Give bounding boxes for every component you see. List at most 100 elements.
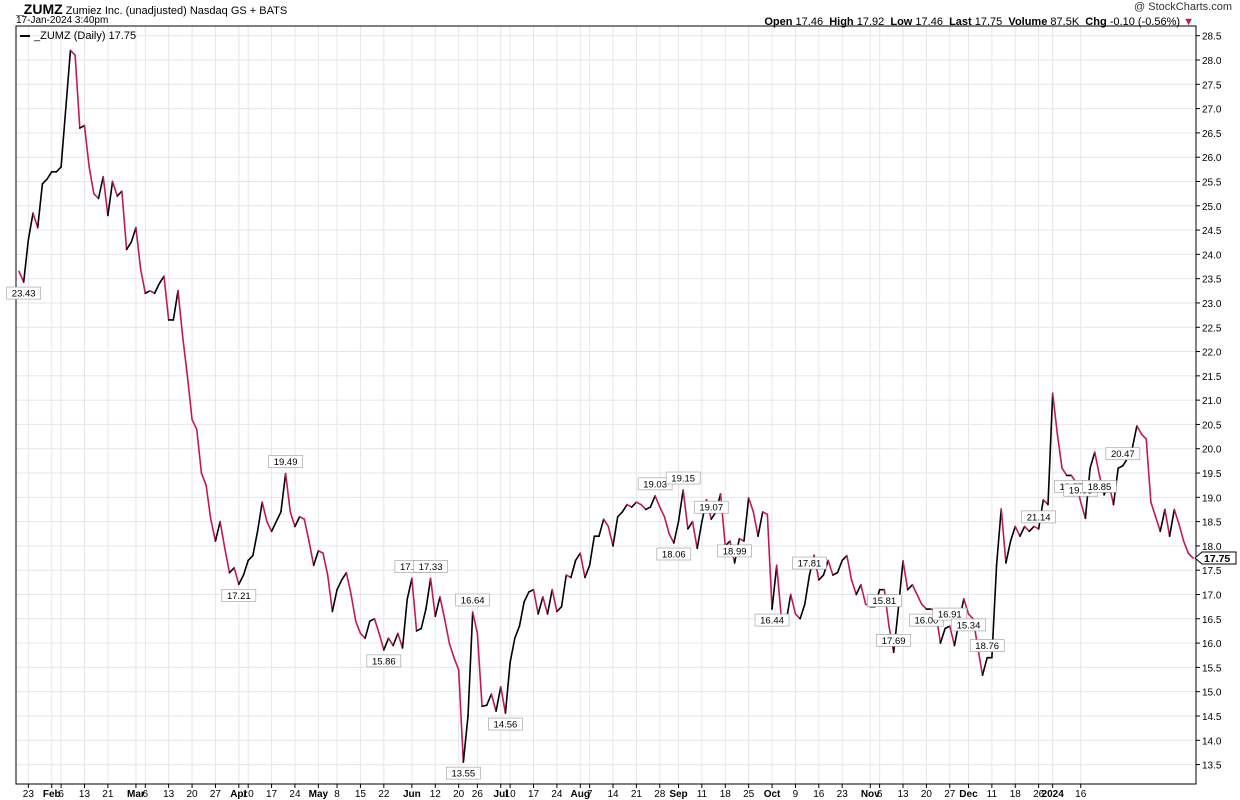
x-tick-label: 26 (472, 789, 484, 800)
price-label-box (866, 594, 902, 607)
price-segment (294, 515, 301, 528)
price-segment (429, 577, 437, 618)
y-tick-label: 15.5 (1202, 663, 1222, 674)
price-segment (948, 625, 956, 647)
datetime-label: 17-Jan-2024 3:40pm (16, 15, 109, 26)
y-tick-label: 14.0 (1202, 736, 1222, 747)
price-label: 18.85 (1088, 482, 1112, 493)
price-label: 19.93 (1069, 486, 1093, 497)
price-segment (584, 564, 591, 579)
high-value: 17.92 (856, 16, 885, 28)
price-segment (537, 596, 544, 615)
x-tick-label: 16 (1075, 789, 1087, 800)
x-tick-label: Feb (43, 789, 61, 800)
price-segment (364, 620, 371, 640)
x-tick-label: 9 (793, 789, 799, 800)
price-segment (383, 637, 390, 651)
price-segment (153, 282, 161, 295)
price-segment (378, 632, 385, 651)
price-segment (1005, 540, 1012, 564)
x-tick-label: 12 (430, 789, 442, 800)
price-segment (476, 632, 483, 708)
price-segment (144, 290, 151, 295)
x-tick-label: Dec (959, 789, 978, 800)
price-segment (696, 520, 703, 550)
price-segment (939, 627, 946, 644)
price-segment (518, 600, 525, 627)
last-value: 17.75 (974, 16, 1003, 28)
price-segment (649, 495, 656, 508)
price-segment (88, 166, 95, 195)
y-tick-label: 28.0 (1202, 56, 1222, 67)
price-label: 18.06 (662, 549, 686, 560)
price-label: 18.76 (975, 641, 999, 652)
price-segment (93, 192, 100, 200)
price-label-box (969, 639, 1005, 652)
y-tick-label: 27.5 (1202, 80, 1222, 91)
price-segment (238, 574, 245, 586)
price-segment (1154, 515, 1162, 533)
price-segment (60, 107, 67, 168)
price-label-box (413, 560, 448, 573)
price-segment (509, 637, 516, 664)
price-segment (457, 669, 465, 763)
price-segment (860, 583, 867, 606)
price-segment (1131, 425, 1138, 450)
price-segment (392, 632, 399, 647)
price-segment (354, 620, 362, 635)
price-segment (1051, 392, 1059, 435)
x-tick-label: Oct (764, 789, 781, 800)
price-segment (420, 608, 427, 630)
y-tick-label: 14.5 (1202, 712, 1222, 723)
open-value: 17.46 (795, 16, 824, 28)
price-segment (920, 603, 928, 610)
x-tick-label: 24 (289, 789, 301, 800)
y-tick-label: 28.5 (1202, 32, 1222, 43)
price-segment (546, 588, 554, 615)
price-segment (551, 588, 558, 613)
price-segment (1019, 525, 1026, 537)
price-segment (373, 617, 380, 635)
price-segment (556, 605, 563, 613)
y-tick-label: 22.5 (1202, 323, 1222, 334)
price-label: 17.33 (419, 562, 443, 573)
price-label: 17.33 (400, 562, 424, 573)
x-tick-label: 18 (1010, 789, 1022, 800)
last-label: Last (949, 16, 972, 28)
price-segment (738, 537, 745, 542)
price-segment (350, 593, 357, 623)
chart-header-title: _ZUMZ Zumiez Inc. (unadjusted) Nasdaq GS… (16, 1, 287, 17)
price-segment (752, 511, 759, 537)
price-segment (1014, 525, 1021, 537)
price-segment (803, 574, 811, 606)
x-tick-label: 15 (355, 789, 367, 800)
price-segment (1145, 438, 1152, 503)
price-segment (406, 577, 413, 601)
price-segment (906, 583, 914, 591)
price-segment (401, 598, 409, 649)
low-label: Low (890, 16, 913, 28)
price-label: 19.03 (643, 479, 667, 490)
x-tick-label: 18 (720, 789, 732, 800)
price-segment (116, 190, 123, 197)
price-segment (387, 637, 394, 647)
price-segment (640, 503, 647, 511)
x-tick-label: Jun (403, 789, 421, 800)
price-segment (172, 290, 179, 321)
price-segment (359, 632, 366, 640)
price-segment (673, 520, 680, 544)
price-label-box (1105, 447, 1141, 461)
price-segment (616, 511, 624, 518)
price-segment (149, 290, 156, 295)
price-segment (658, 506, 666, 518)
plot-frame (15, 25, 1197, 785)
price-segment (836, 559, 844, 574)
y-tick-label: 23.0 (1202, 299, 1222, 310)
price-label: 13.55 (451, 769, 475, 780)
price-segment (607, 525, 614, 547)
price-label: 14.56 (494, 720, 518, 731)
price-segment (83, 124, 90, 168)
price-label-box (693, 500, 729, 514)
price-segment (504, 661, 511, 714)
price-segment (981, 656, 988, 676)
